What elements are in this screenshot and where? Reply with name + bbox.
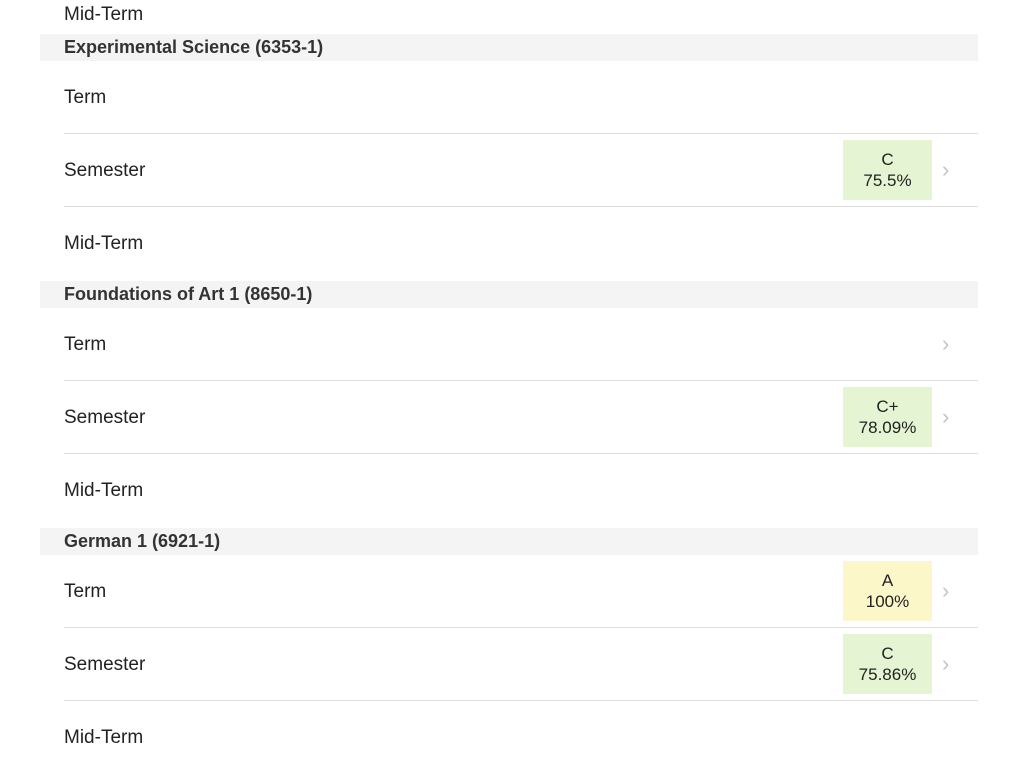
course-header: Foundations of Art 1 (8650-1) xyxy=(40,281,978,308)
row-label: Semester xyxy=(64,407,146,428)
grade-row-semester[interactable]: Semester C+ 78.09% › xyxy=(64,381,978,454)
grade-row-mid-term: Mid-Term xyxy=(64,207,978,280)
chevron-right-icon[interactable]: › xyxy=(942,578,950,603)
row-label: Mid-Term xyxy=(64,233,144,254)
row-label: Mid-Term xyxy=(64,4,144,25)
grade-letter: A xyxy=(881,571,894,590)
row-label: Term xyxy=(64,87,107,108)
grade-row-mid-term: Mid-Term xyxy=(64,454,978,527)
grade-letter: C+ xyxy=(876,397,899,416)
grade-letter: C xyxy=(881,644,894,663)
chevron-right-icon[interactable]: › xyxy=(942,157,950,182)
grade-row-semester[interactable]: Semester C 75.5% › xyxy=(64,134,978,207)
row-label: Term xyxy=(64,334,107,355)
grade-percent: 100% xyxy=(865,592,910,611)
row-label: Mid-Term xyxy=(64,727,144,748)
grade-percent: 75.86% xyxy=(858,665,917,684)
grade-row-term[interactable]: Term › xyxy=(64,308,978,381)
grade-badge[interactable]: A 100% xyxy=(843,561,932,621)
grade-letter: C xyxy=(881,150,894,169)
chevron-right-icon[interactable]: › xyxy=(942,404,950,429)
row-label: Term xyxy=(64,581,107,602)
grade-badge[interactable]: C 75.86% xyxy=(843,634,932,694)
course-header: German 1 (6921-1) xyxy=(40,528,978,555)
grade-row-semester[interactable]: Semester C 75.86% › xyxy=(64,628,978,701)
row-label: Semester xyxy=(64,160,146,181)
grade-row-term[interactable]: Term A 100% › xyxy=(64,555,978,628)
grade-badge[interactable]: C+ 78.09% xyxy=(843,387,932,447)
course-section: Foundations of Art 1 (8650-1) Term › Seme… xyxy=(40,281,978,527)
chevron-right-icon[interactable]: › xyxy=(942,651,950,676)
course-section: Experimental Science (6353-1) Term Semes… xyxy=(40,34,978,280)
row-label: Semester xyxy=(64,654,146,675)
grade-badge[interactable]: C 75.5% xyxy=(843,140,932,200)
grade-row-mid-term: Mid-Term xyxy=(64,701,978,768)
course-header: Experimental Science (6353-1) xyxy=(40,34,978,61)
grade-percent: 78.09% xyxy=(858,418,917,437)
grade-row-term: Term xyxy=(64,61,978,134)
grade-percent: 75.5% xyxy=(863,171,912,190)
course-section: German 1 (6921-1) Term A 100% › Semester … xyxy=(40,528,978,768)
row-label: Mid-Term xyxy=(64,480,144,501)
chevron-right-icon[interactable]: › xyxy=(942,331,950,356)
